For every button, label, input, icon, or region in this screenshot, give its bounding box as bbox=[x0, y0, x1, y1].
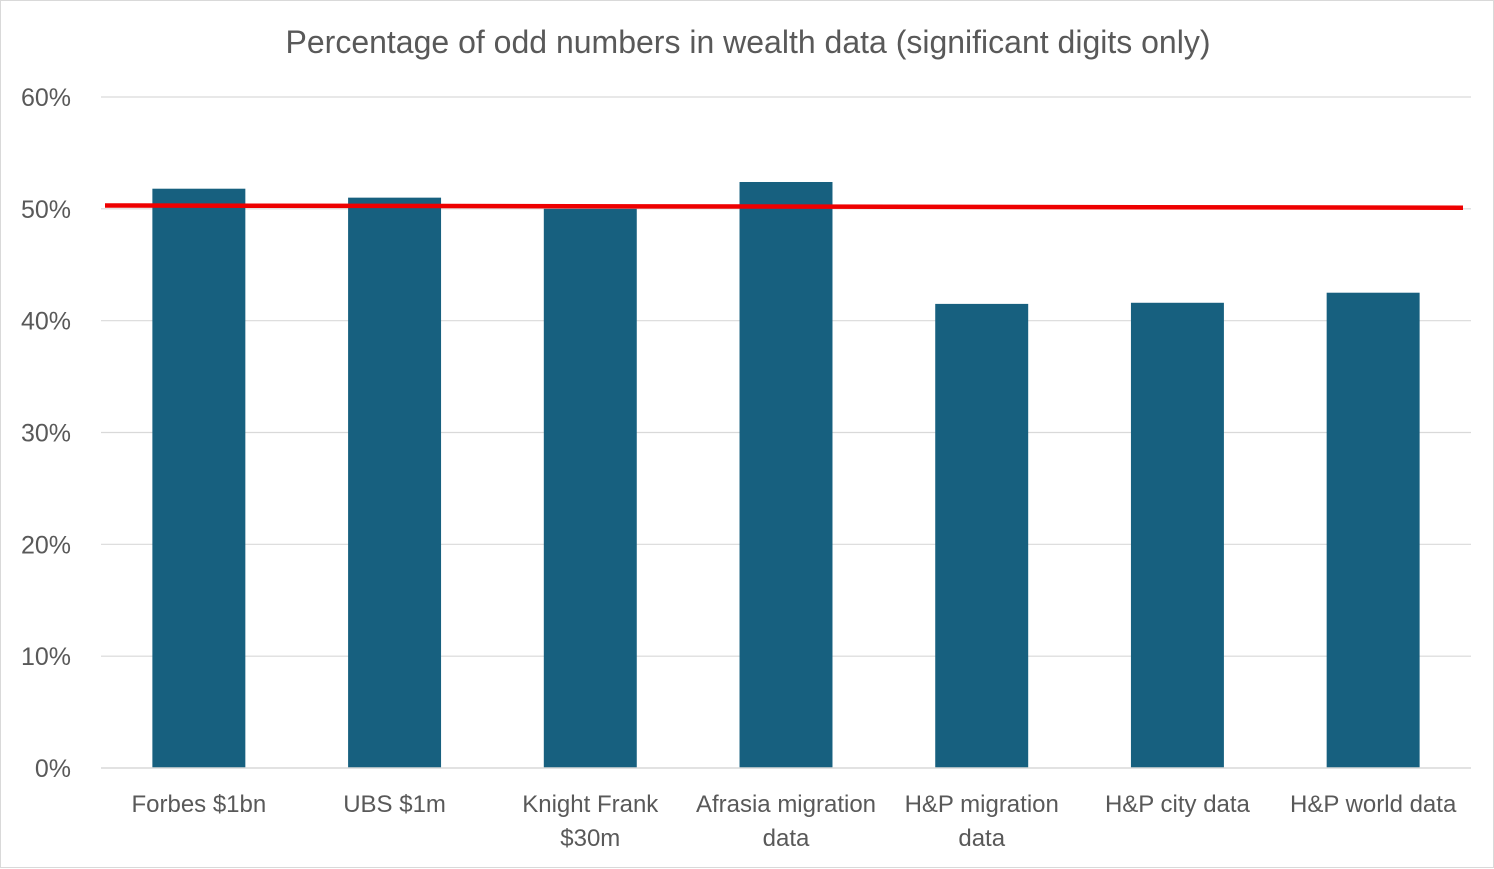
reference-line bbox=[104, 203, 1464, 210]
category-label: H&P migration bbox=[905, 791, 1059, 818]
reference-line-layer bbox=[104, 203, 1464, 210]
y-tick-label: 40% bbox=[21, 308, 71, 336]
y-tick-label: 60% bbox=[21, 84, 71, 112]
category-label: $30m bbox=[560, 825, 620, 852]
category-label: Knight Frank bbox=[522, 791, 659, 818]
bar bbox=[935, 303, 1029, 768]
bar bbox=[739, 181, 833, 768]
bar bbox=[152, 188, 246, 768]
bar bbox=[543, 208, 637, 769]
category-label: H&P city data bbox=[1105, 791, 1251, 818]
bar bbox=[1130, 302, 1224, 768]
chart-title: Percentage of odd numbers in wealth data… bbox=[286, 24, 1211, 60]
bar bbox=[348, 197, 442, 768]
bar bbox=[1326, 292, 1420, 768]
bars bbox=[152, 181, 1420, 769]
y-tick-label: 30% bbox=[21, 420, 71, 448]
category-label: Forbes $1bn bbox=[131, 791, 266, 818]
y-tick-label: 10% bbox=[21, 643, 71, 671]
category-label: UBS $1m bbox=[343, 791, 446, 818]
y-tick-label: 50% bbox=[21, 196, 71, 224]
y-tick-label: 0% bbox=[35, 755, 71, 783]
y-tick-label: 20% bbox=[21, 531, 71, 559]
category-label: Afrasia migration bbox=[696, 791, 876, 818]
y-axis-ticks: 0% 10% 20% 30% 40% 50% 60% bbox=[21, 84, 71, 783]
category-label: H&P world data bbox=[1290, 791, 1457, 818]
x-axis-labels: Forbes $1bn UBS $1m Knight Frank $30m Afrasi… bbox=[131, 791, 1456, 852]
category-label: data bbox=[763, 825, 810, 852]
category-label: data bbox=[958, 825, 1005, 852]
